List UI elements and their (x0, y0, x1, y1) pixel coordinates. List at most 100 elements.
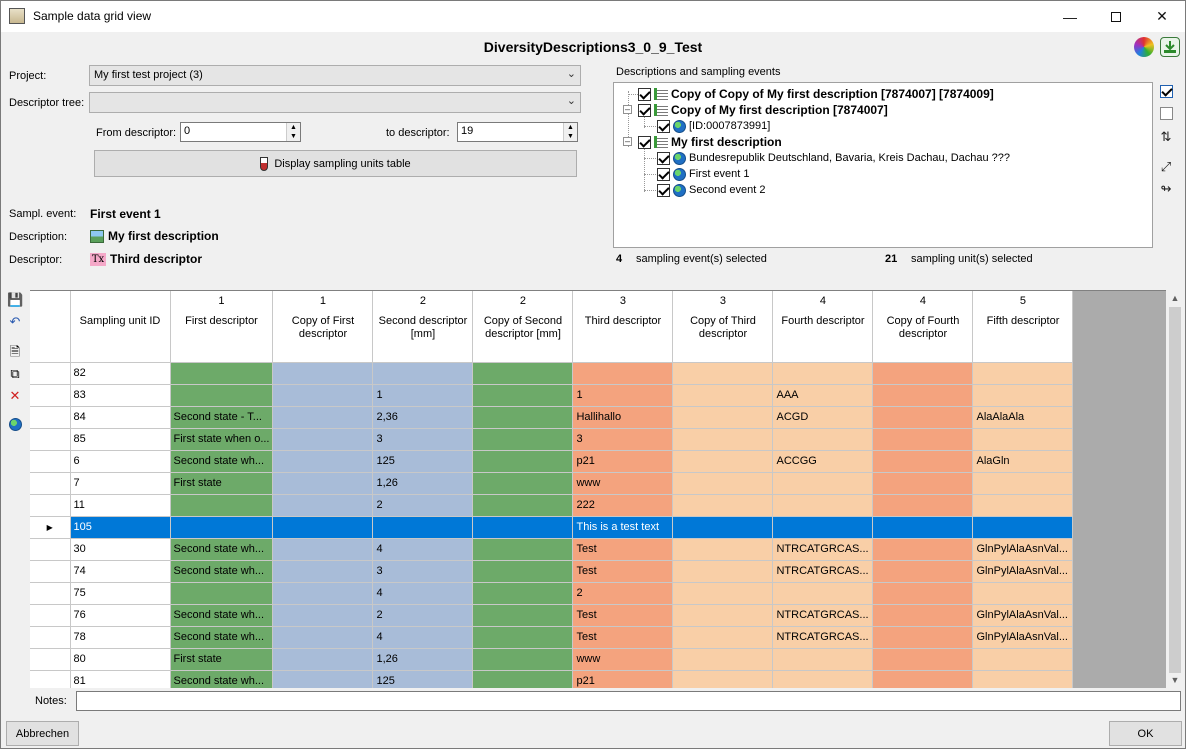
table-cell[interactable] (272, 626, 374, 649)
table-cell[interactable] (272, 648, 374, 671)
cancel-button[interactable]: Abbrechen (6, 721, 79, 746)
table-cell[interactable] (272, 472, 374, 495)
table-cell[interactable]: First state (170, 472, 274, 495)
table-cell[interactable] (672, 472, 774, 495)
table-cell[interactable]: This is a test text (572, 516, 674, 539)
table-cell[interactable]: Second state wh... (170, 538, 274, 561)
table-cell[interactable] (472, 516, 574, 539)
table-cell[interactable]: 2,36 (372, 406, 474, 429)
column-header[interactable]: 4 Copy of Fourth descriptor (872, 291, 974, 363)
tree-checkbox[interactable] (657, 183, 670, 197)
table-cell[interactable]: NTRCATGRCAS... (772, 604, 874, 627)
table-cell[interactable]: Second state - T... (170, 406, 274, 429)
collapse-icon[interactable]: – (623, 104, 632, 114)
table-cell[interactable] (872, 560, 974, 583)
sampling-unit-id-cell[interactable]: 85 (70, 428, 171, 451)
scroll-down-icon[interactable]: ▼ (1170, 675, 1180, 685)
table-cell[interactable]: 3 (372, 428, 474, 451)
table-cell[interactable]: Second state wh... (170, 560, 274, 583)
table-row[interactable]: 30 Second state wh... 4 Test NTRCATGRCAS... G… (30, 538, 1074, 561)
table-cell[interactable] (272, 604, 374, 627)
table-cell[interactable]: AlaAlaAla (972, 406, 1074, 429)
table-cell[interactable] (972, 384, 1074, 407)
sampling-unit-id-cell[interactable]: 6 (70, 450, 171, 473)
row-selector[interactable] (30, 406, 71, 429)
table-row[interactable]: ▶ 105 This is a test text (30, 516, 1074, 539)
notes-field[interactable] (76, 691, 1181, 711)
table-cell[interactable] (672, 648, 774, 671)
table-row[interactable]: 7 First state 1,26 www (30, 472, 1074, 495)
sampling-unit-id-cell[interactable]: 105 (70, 516, 171, 539)
table-cell[interactable] (972, 670, 1074, 688)
tree-checkbox[interactable] (657, 167, 670, 181)
table-cell[interactable] (272, 538, 374, 561)
table-cell[interactable] (472, 384, 574, 407)
export-icon[interactable] (1160, 37, 1180, 57)
table-cell[interactable] (772, 516, 874, 539)
table-cell[interactable] (672, 538, 774, 561)
delete-icon[interactable]: ✕ (9, 388, 21, 403)
table-cell[interactable]: GlnPylAlaAsnVal... (972, 604, 1074, 627)
collapse-all-icon[interactable]: ↬ (1160, 181, 1172, 196)
row-selector[interactable] (30, 604, 71, 627)
copy-icon[interactable]: ⧉ (10, 366, 20, 381)
table-cell[interactable]: 4 (372, 538, 474, 561)
save-icon[interactable]: 💾 (7, 292, 24, 307)
column-header[interactable]: 3 Third descriptor (572, 291, 674, 363)
table-cell[interactable]: 3 (572, 428, 674, 451)
table-cell[interactable] (472, 648, 574, 671)
table-cell[interactable] (272, 560, 374, 583)
table-row[interactable]: 85 First state when o... 3 3 (30, 428, 1074, 451)
table-cell[interactable] (972, 428, 1074, 451)
table-cell[interactable]: ACGD (772, 406, 874, 429)
table-cell[interactable] (472, 582, 574, 605)
table-cell[interactable]: 2 (372, 494, 474, 517)
table-cell[interactable] (872, 472, 974, 495)
tree-node[interactable]: Bundesrepublik Deutschland, Bavaria, Kre… (657, 150, 1010, 166)
tree-node[interactable]: Copy of My first description [7874007] (638, 102, 888, 118)
table-cell[interactable]: Second state wh... (170, 670, 274, 688)
spinner-arrows-icon[interactable]: ▲ ▼ (286, 123, 300, 141)
table-cell[interactable]: GlnPylAlaAsnVal... (972, 626, 1074, 649)
table-cell[interactable]: p21 (572, 450, 674, 473)
column-header[interactable]: 3 Copy of Third descriptor (672, 291, 774, 363)
table-cell[interactable] (472, 604, 574, 627)
table-cell[interactable] (272, 406, 374, 429)
table-cell[interactable]: GlnPylAlaAsnVal... (972, 560, 1074, 583)
table-cell[interactable] (772, 648, 874, 671)
table-cell[interactable] (972, 648, 1074, 671)
sampling-unit-id-cell[interactable]: 7 (70, 472, 171, 495)
table-cell[interactable] (672, 428, 774, 451)
scroll-up-icon[interactable]: ▲ (1170, 293, 1180, 303)
table-cell[interactable] (272, 428, 374, 451)
row-selector[interactable] (30, 384, 71, 407)
table-cell[interactable] (472, 428, 574, 451)
column-header[interactable]: 1 First descriptor (170, 291, 274, 363)
table-row[interactable]: 84 Second state - T... 2,36 Hallihallo ACGD A… (30, 406, 1074, 429)
row-selector[interactable] (30, 472, 71, 495)
table-cell[interactable]: 4 (372, 626, 474, 649)
table-cell[interactable] (772, 362, 874, 385)
table-cell[interactable]: AlaGln (972, 450, 1074, 473)
table-cell[interactable] (672, 494, 774, 517)
table-row[interactable]: 76 Second state wh... 2 Test NTRCATGRCAS... G… (30, 604, 1074, 627)
column-header[interactable]: 2 Copy of Second descriptor [mm] (472, 291, 574, 363)
table-cell[interactable]: NTRCATGRCAS... (772, 560, 874, 583)
column-header[interactable]: 2 Second descriptor [mm] (372, 291, 474, 363)
row-selector[interactable] (30, 450, 71, 473)
table-cell[interactable] (170, 516, 274, 539)
scroll-thumb[interactable] (1169, 307, 1181, 673)
table-cell[interactable] (972, 516, 1074, 539)
descriptions-tree[interactable]: – – Copy of Copy of My first description… (613, 82, 1153, 248)
sampling-unit-id-cell[interactable]: 11 (70, 494, 171, 517)
table-cell[interactable]: Test (572, 538, 674, 561)
project-select[interactable]: My first test project (3) ⌄ (89, 65, 581, 86)
tree-node[interactable]: Copy of Copy of My first description [78… (638, 86, 994, 102)
sampling-unit-id-cell[interactable]: 74 (70, 560, 171, 583)
row-selector[interactable] (30, 560, 71, 583)
table-cell[interactable]: 1,26 (372, 472, 474, 495)
table-cell[interactable] (772, 428, 874, 451)
to-descriptor-spinner[interactable]: 19 ▲ ▼ (457, 122, 578, 142)
table-cell[interactable]: 1 (572, 384, 674, 407)
sampling-unit-id-cell[interactable]: 81 (70, 670, 171, 688)
